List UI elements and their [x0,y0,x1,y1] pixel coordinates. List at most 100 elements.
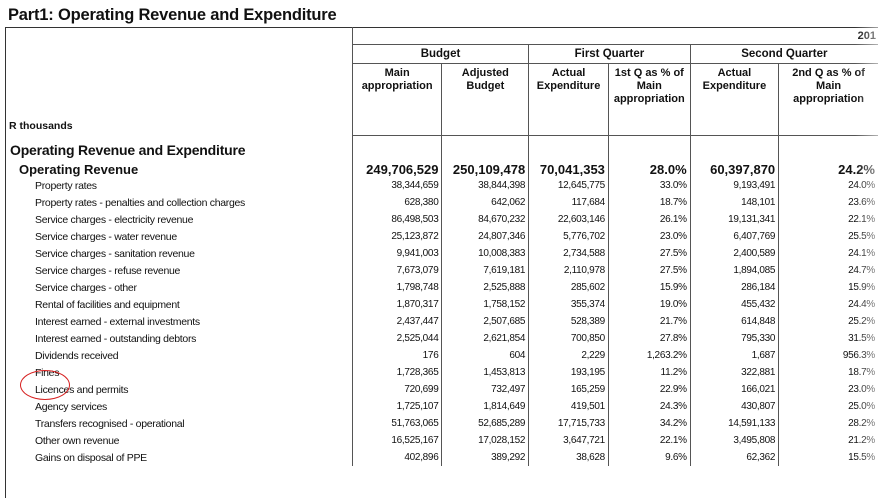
table-cell: 23.0% [848,384,875,395]
table-cell: 1,814,649 [441,398,530,415]
table-cell: 176 [352,347,443,364]
table-cell: 286,184 [690,279,780,296]
table-cell: 22.1% [848,214,875,225]
table-cell: 15.5% [848,452,875,463]
row-label: Dividends received [5,347,353,364]
table-cell: 956.3% [842,350,875,361]
group-header-second-quarter: Second Quarter [690,44,878,64]
col-header-adjusted-budget: Adjusted Budget [441,63,530,136]
table-cell: 38,844,398 [441,177,530,194]
row-label: Service charges - electricity revenue [5,211,353,228]
table-cell: 18.7% [848,367,875,378]
table-cell: 15.9% [608,279,691,296]
table-cell: 1,894,085 [690,262,780,279]
row-label: Service charges - refuse revenue [5,262,353,279]
table-cell: 31.5% [848,333,875,344]
table-cell: 1,687 [690,347,780,364]
revenue-table: R thousands 201 Budget First Quarter Sec… [5,27,878,466]
section-title: Operating Revenue and Expenditure [5,135,353,158]
table-cell: 614,848 [690,313,780,330]
total-label: Operating Revenue [5,158,353,177]
row-label: Interest earned - external investments [5,313,353,330]
table-cell: 3,495,808 [690,432,780,449]
table-cell: 23.0% [608,228,691,245]
table-cell: 27.8% [608,330,691,347]
total-row: Operating Revenue 249,706,529 250,109,47… [5,158,878,177]
table-row-transfers-recognised-operational: Transfers recognised - operational 51,763… [5,415,878,432]
table-cell: 24,807,346 [441,228,530,245]
table-cell: 402,896 [352,449,443,466]
table-cell: 15.9% [848,282,875,293]
row-label: Other own revenue [5,432,353,449]
table-cell: 22.1% [608,432,691,449]
table-cell: 2,110,978 [528,262,609,279]
table-cell: 14,591,133 [690,415,780,432]
table-cell: 430,807 [690,398,780,415]
table-cell: 9.6% [608,449,691,466]
table-cell: 3,647,721 [528,432,609,449]
table-cell: 1,798,748 [352,279,443,296]
table-cell: 1,728,365 [352,364,443,381]
table-cell: 642,062 [441,194,530,211]
table-cell: 2,507,685 [441,313,530,330]
table-cell: 18.7% [608,194,691,211]
table-cell: 732,497 [441,381,530,398]
table-cell: 27.5% [608,262,691,279]
table-cell: 22,603,146 [528,211,609,228]
row-label: Fines [5,364,353,381]
table-cell: 2,525,044 [352,330,443,347]
table-cell: 24.7% [848,265,875,276]
table-cell: 19,131,341 [690,211,780,228]
table-cell: 12,645,775 [528,177,609,194]
table-row-service-charges-other: Service charges - other 1,798,748 2,525,88… [5,279,878,296]
table-cell: 84,670,232 [441,211,530,228]
row-label: Rental of facilities and equipment [5,296,353,313]
table-cell: 2,621,854 [441,330,530,347]
header-group-row: Budget First Quarter Second Quarter [5,44,878,64]
header-column-row: Main appropriation Adjusted Budget Actua… [5,63,878,136]
table-cell: 25.0% [848,401,875,412]
table-cell: 86,498,503 [352,211,443,228]
row-label: Property rates [5,177,353,194]
table-cell: 528,389 [528,313,609,330]
table-cell: 17,028,152 [441,432,530,449]
table-cell: 24.4% [848,299,875,310]
row-label: Licences and permits [5,381,353,398]
total-cell: 70,041,353 [528,158,609,177]
year-header: 201 [352,27,878,45]
table-cell: 6,407,769 [690,228,780,245]
table-cell: 604 [441,347,530,364]
table-cell: 2,437,447 [352,313,443,330]
row-label: Service charges - other [5,279,353,296]
col-header-q2-percent: 2nd Q as % of Main appropriation [778,63,878,136]
table-cell: 25,123,872 [352,228,443,245]
table-row-interest-earned-outstanding-debtors: Interest earned - outstanding debtors 2,5… [5,330,878,347]
table-cell: 24.3% [608,398,691,415]
table-row-dividends-received: Dividends received 176 604 2,229 1,263.2% 1,6… [5,347,878,364]
table-cell: 28.2% [848,418,875,429]
table-row-service-charges-water-revenue: Service charges - water revenue 25,123,87… [5,228,878,245]
table-cell: 21.2% [848,435,875,446]
table-cell: 285,602 [528,279,609,296]
table-cell: 21.7% [608,313,691,330]
row-label: Gains on disposal of PPE [5,449,353,466]
table-cell: 25.5% [848,231,875,242]
table-row-property-rates: Property rates 38,344,659 38,844,398 12,645… [5,177,878,194]
row-label: Service charges - water revenue [5,228,353,245]
table-cell: 700,850 [528,330,609,347]
table-cell: 52,685,289 [441,415,530,432]
table-row-interest-earned-external-investments: Interest earned - external investments 2,… [5,313,878,330]
table-row-fines: Fines 1,728,365 1,453,813 193,195 11.2% 322,8… [5,364,878,381]
table-row-property-rates-penalties-and-collection-charges: Property rates - penalties and collectio… [5,194,878,211]
table-row-licences-and-permits: Licences and permits 720,699 732,497 165,25… [5,381,878,398]
page-title: Part1: Operating Revenue and Expenditure [8,6,337,24]
total-cell: 249,706,529 [352,158,443,177]
table-row-other-own-revenue: Other own revenue 16,525,167 17,028,152 3,6… [5,432,878,449]
group-header-budget: Budget [352,44,530,64]
table-cell: 455,432 [690,296,780,313]
table-cell: 26.1% [608,211,691,228]
col-header-q1-actual: Actual Expenditure [528,63,609,136]
table-cell: 1,870,317 [352,296,443,313]
table-cell: 62,362 [690,449,780,466]
table-cell: 38,628 [528,449,609,466]
